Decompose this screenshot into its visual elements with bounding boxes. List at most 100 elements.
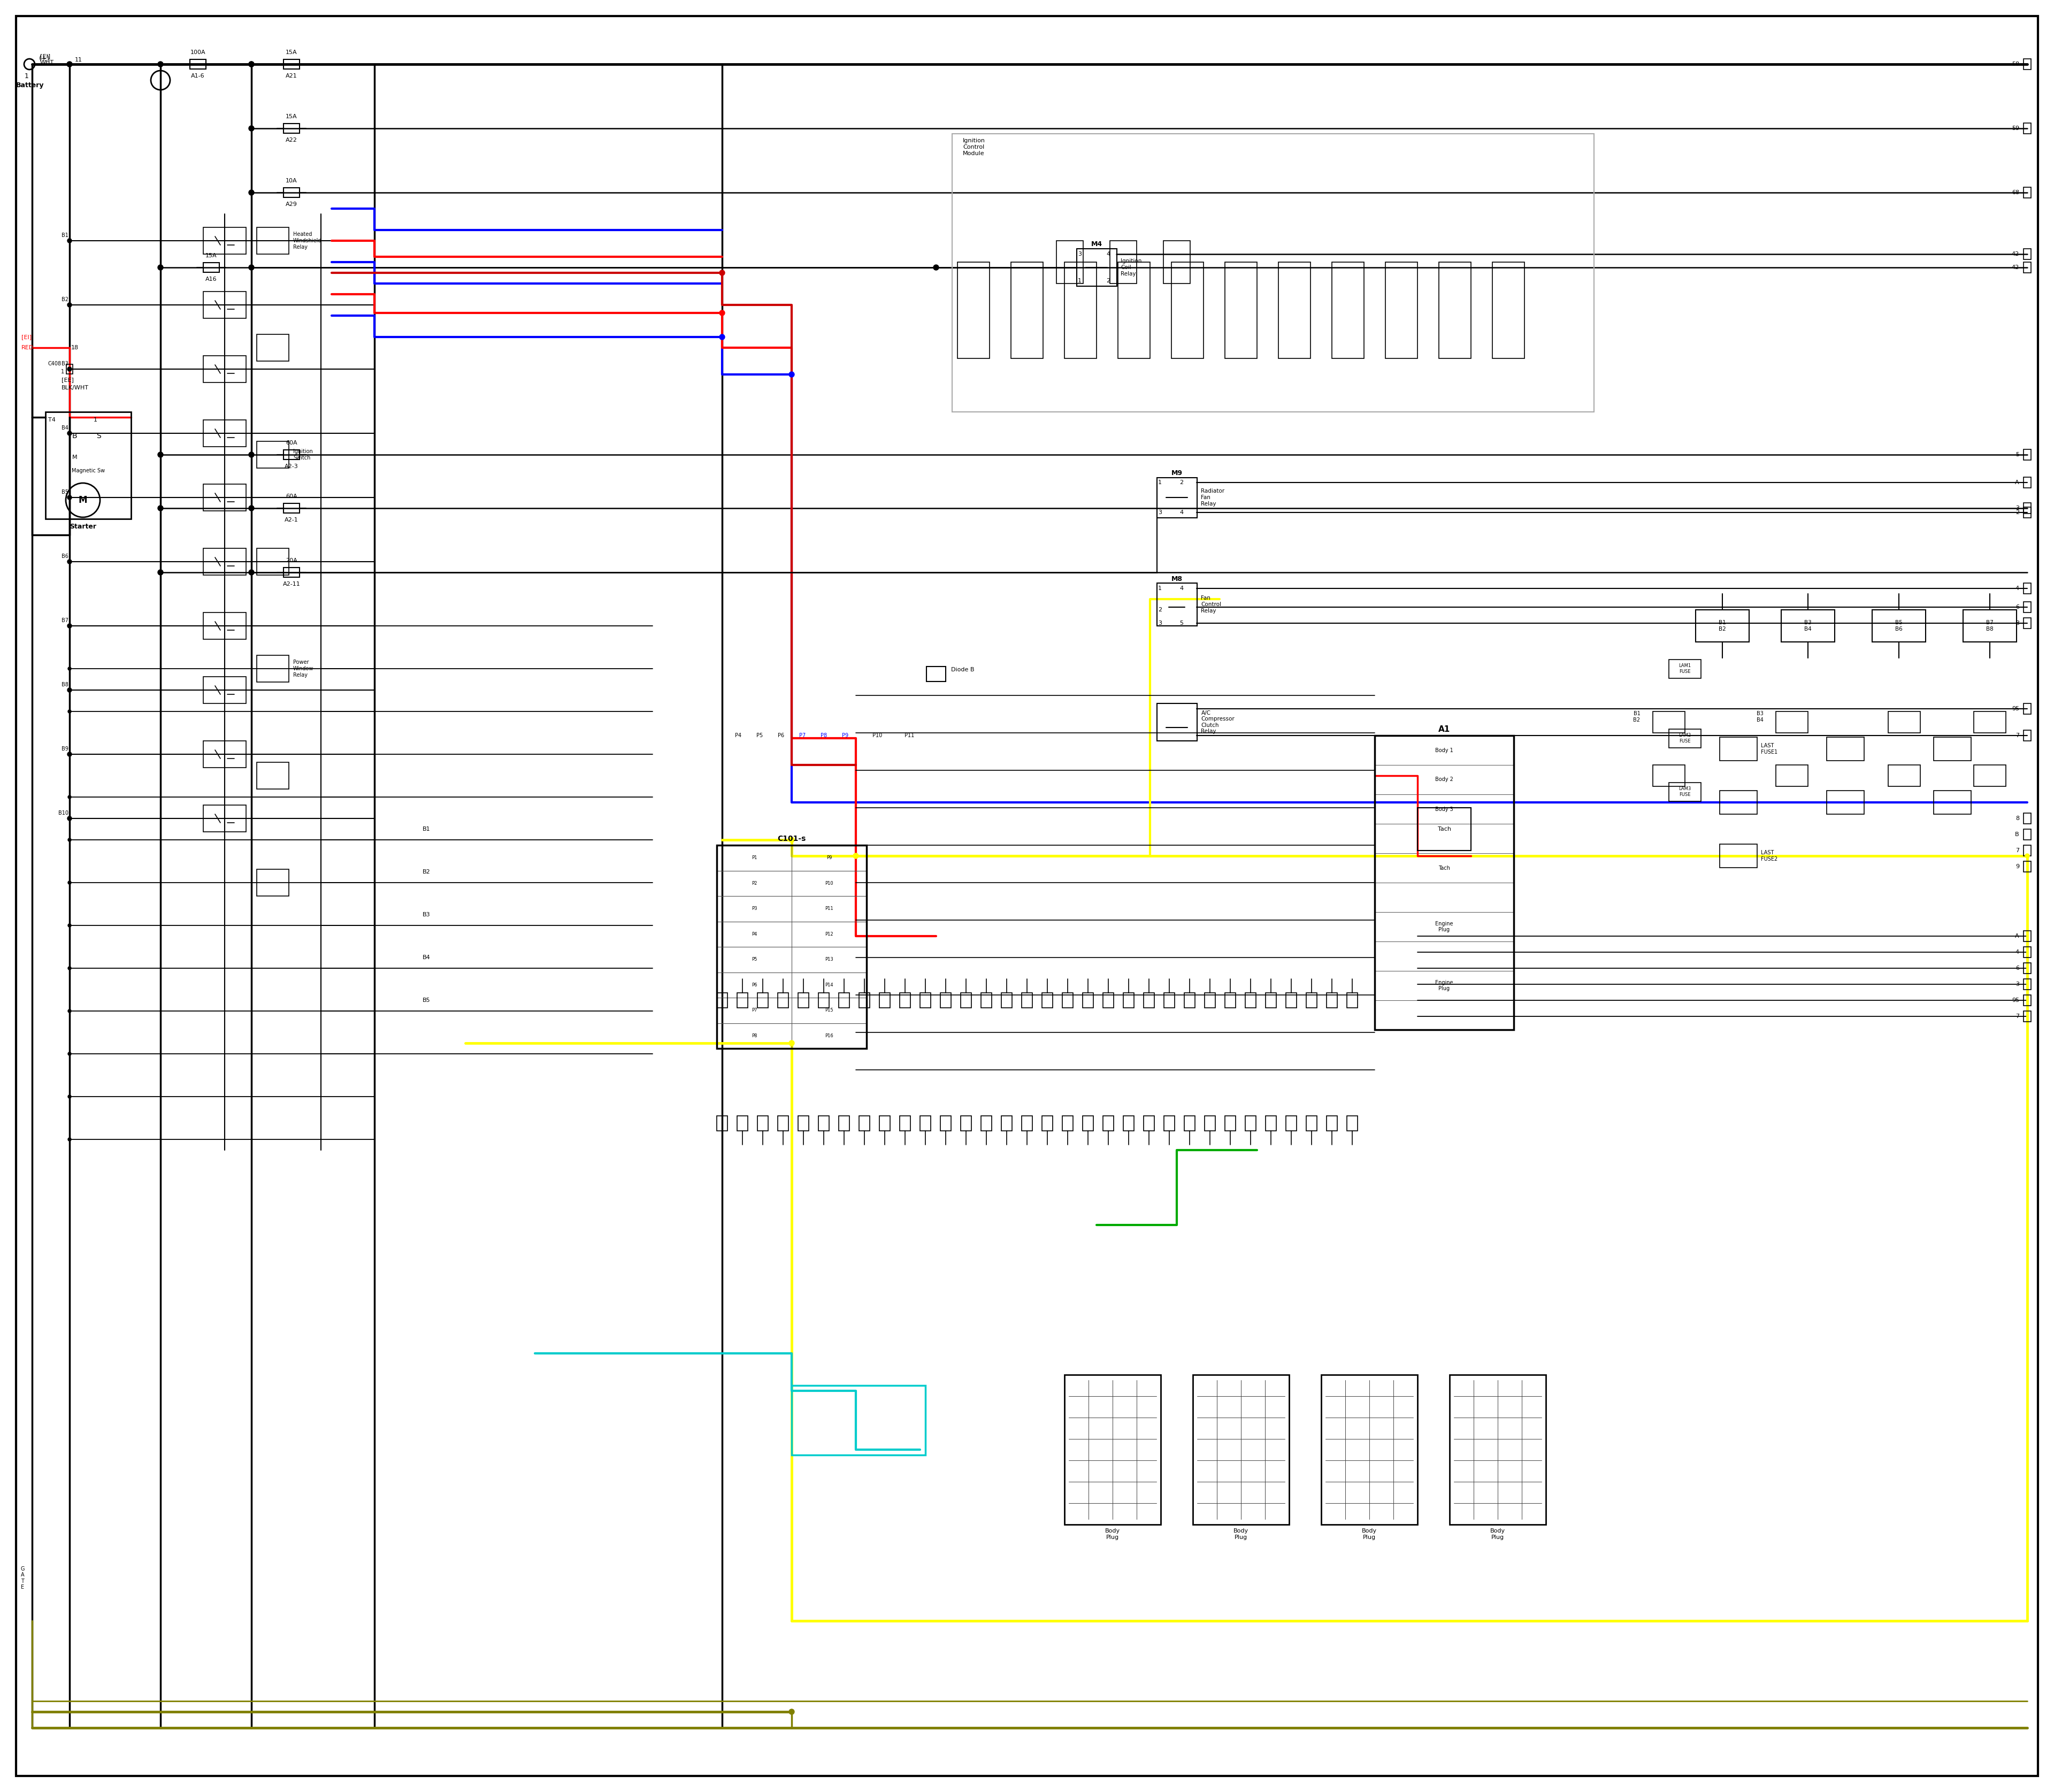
Text: LAST
FUSE1: LAST FUSE1: [1760, 744, 1777, 754]
Text: A29: A29: [286, 202, 298, 208]
Circle shape: [68, 238, 72, 244]
Text: P12: P12: [826, 932, 834, 937]
Text: A2-3: A2-3: [286, 464, 298, 470]
Bar: [1163, 240, 1189, 283]
Bar: [1002, 1116, 1013, 1131]
Bar: [66, 364, 72, 375]
Text: P13: P13: [826, 957, 834, 962]
Text: Body
Plug: Body Plug: [1491, 1529, 1506, 1539]
Circle shape: [933, 265, 939, 271]
Bar: [2023, 1011, 2031, 1021]
Text: 5: 5: [1179, 620, 1183, 625]
Bar: [791, 1385, 926, 1455]
Text: 11: 11: [74, 57, 82, 63]
Bar: [1974, 765, 2007, 787]
Bar: [1964, 609, 2017, 642]
Bar: [1011, 262, 1043, 358]
Text: 60A: 60A: [286, 495, 298, 500]
Text: P2: P2: [752, 882, 758, 885]
Circle shape: [68, 61, 72, 66]
Circle shape: [68, 1052, 72, 1055]
Text: A: A: [2015, 480, 2019, 486]
Text: A: A: [2015, 934, 2019, 939]
Circle shape: [789, 837, 795, 842]
Bar: [1417, 808, 1471, 851]
Text: P11: P11: [826, 907, 834, 910]
Bar: [1450, 1374, 1547, 1525]
Bar: [920, 1116, 930, 1131]
Bar: [1041, 1116, 1052, 1131]
Bar: [1082, 1116, 1093, 1131]
Bar: [283, 504, 300, 513]
Text: 18: 18: [72, 346, 78, 351]
Bar: [1124, 1116, 1134, 1131]
Text: M8: M8: [1171, 575, 1183, 582]
Bar: [2023, 582, 2031, 593]
Bar: [778, 993, 789, 1007]
Text: 2: 2: [1107, 278, 1109, 283]
Text: Tach: Tach: [1438, 866, 1450, 871]
Bar: [2023, 186, 2031, 197]
Bar: [941, 993, 951, 1007]
Text: B5: B5: [423, 998, 431, 1004]
Bar: [1668, 783, 1701, 801]
Text: B10: B10: [58, 810, 68, 815]
Text: P6: P6: [752, 982, 758, 987]
Text: WHT: WHT: [41, 59, 53, 65]
Circle shape: [68, 432, 72, 435]
Text: (+): (+): [39, 56, 49, 63]
Bar: [717, 846, 867, 1048]
Text: B1: B1: [423, 826, 431, 831]
Text: A2-11: A2-11: [283, 581, 300, 586]
Bar: [1668, 659, 1701, 677]
Bar: [203, 357, 246, 382]
Text: 59: 59: [2011, 125, 2019, 131]
Bar: [1103, 993, 1113, 1007]
Bar: [1493, 262, 1524, 358]
Bar: [2023, 262, 2031, 272]
Text: 3: 3: [1078, 251, 1082, 256]
Bar: [1888, 765, 1920, 787]
Circle shape: [719, 310, 725, 315]
Bar: [982, 1116, 992, 1131]
Bar: [1156, 704, 1197, 740]
Text: B7: B7: [62, 618, 68, 624]
Bar: [203, 228, 246, 254]
Text: Body
Plug: Body Plug: [1234, 1529, 1249, 1539]
Circle shape: [68, 495, 72, 500]
Text: 68: 68: [2011, 190, 2019, 195]
Text: B1
B2: B1 B2: [1719, 620, 1725, 631]
Text: 1: 1: [25, 72, 29, 79]
Bar: [1021, 993, 1033, 1007]
Text: 95: 95: [2011, 706, 2019, 711]
Bar: [2023, 477, 2031, 487]
Bar: [838, 993, 850, 1007]
Text: P4: P4: [735, 733, 741, 738]
Text: 3: 3: [1158, 620, 1163, 625]
Text: 4: 4: [1179, 509, 1183, 514]
Bar: [1826, 737, 1865, 760]
Bar: [283, 450, 300, 459]
Bar: [203, 484, 246, 511]
Text: 3: 3: [1158, 509, 1163, 514]
Text: 60A: 60A: [286, 441, 298, 446]
Text: 1: 1: [62, 369, 64, 375]
Text: B: B: [72, 432, 78, 439]
Text: BLK/WHT: BLK/WHT: [62, 385, 88, 391]
Bar: [203, 292, 246, 319]
Text: B1: B1: [62, 233, 68, 238]
Bar: [2023, 249, 2031, 260]
Bar: [737, 993, 748, 1007]
Bar: [1171, 262, 1204, 358]
Bar: [859, 993, 869, 1007]
Text: Battery: Battery: [16, 82, 43, 90]
Text: P5: P5: [752, 957, 758, 962]
Bar: [1109, 240, 1136, 283]
Bar: [1056, 240, 1082, 283]
Bar: [1193, 1374, 1290, 1525]
Bar: [778, 1116, 789, 1131]
Bar: [1185, 1116, 1195, 1131]
Text: Heated
Windshield
Relay: Heated Windshield Relay: [294, 231, 322, 249]
Text: 1: 1: [1158, 480, 1163, 486]
Text: P9: P9: [842, 733, 848, 738]
